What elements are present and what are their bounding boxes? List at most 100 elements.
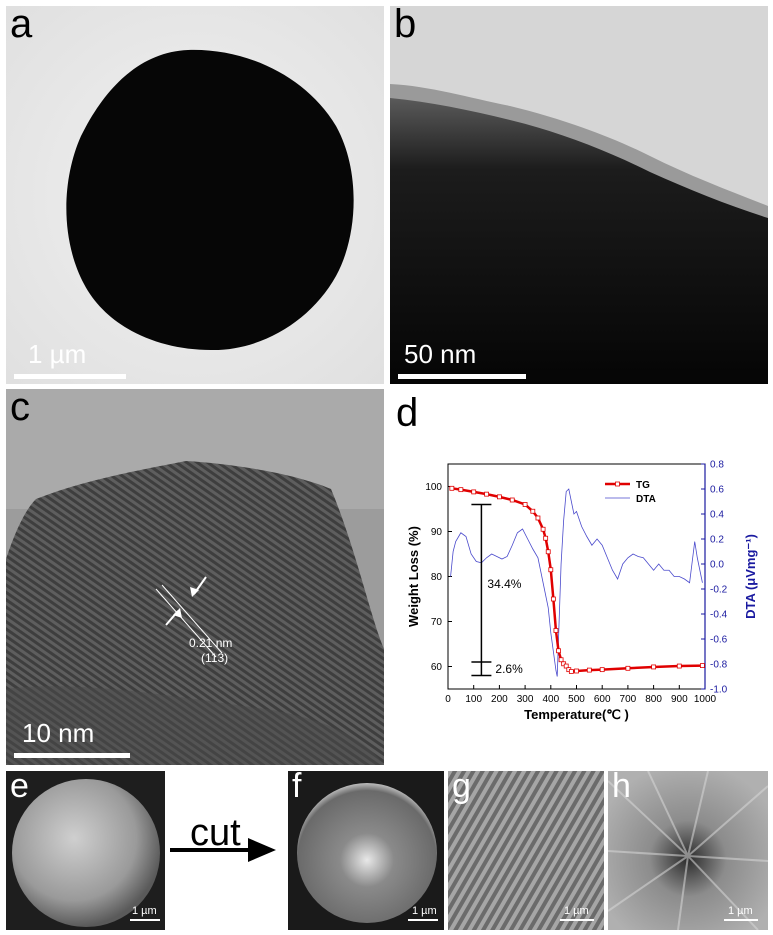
tg-dta-plot: 0 100 200 300 400 500 600 700 800 900 1000 60 70 80 90… — [406, 460, 758, 723]
dta-series-line — [450, 488, 703, 677]
y2-axis-label: DTA (μVmg⁻¹) — [743, 534, 758, 619]
sem-center-image — [608, 771, 768, 930]
panel-b-label: b — [394, 6, 417, 46]
y2-tick-label: 0.8 — [710, 460, 724, 471]
tg-point — [568, 669, 574, 674]
panel-h-sem-center: h 1 µm — [608, 771, 768, 930]
panel-c-label: c — [10, 389, 30, 429]
x-tick-label: 600 — [594, 694, 611, 705]
tg-point — [550, 596, 556, 602]
cut-arrow-icon — [170, 838, 276, 862]
tg-point — [543, 535, 549, 541]
y2-tick-label: -0.8 — [710, 660, 728, 671]
y-tick-label: 80 — [431, 572, 443, 583]
tg-point — [574, 668, 579, 674]
tg-point — [586, 667, 592, 673]
x-tick-label: 300 — [517, 694, 534, 705]
panel-h-scale-bar — [724, 919, 758, 921]
y2-tick-label: -0.6 — [710, 635, 728, 646]
sphere-tem-image — [6, 6, 384, 384]
tg-point — [509, 497, 515, 503]
tg-point — [558, 657, 564, 663]
x-tick-label: 900 — [671, 694, 688, 705]
panel-b-scale-label: 50 nm — [404, 339, 477, 369]
tg-point — [530, 508, 536, 514]
panel-e-label: e — [10, 771, 29, 805]
y2-tick-label: -0.4 — [710, 610, 728, 621]
tg-point — [471, 489, 477, 495]
panel-c-scale-label: 10 nm — [22, 718, 95, 748]
legend-tg-label: TG — [636, 480, 650, 491]
panel-g-scale-bar — [560, 919, 594, 921]
cut-label: cut — [190, 812, 241, 854]
x-tick-label: 500 — [568, 694, 585, 705]
tg-point — [545, 549, 551, 555]
y2-tick-label: 0.0 — [710, 560, 724, 571]
y-tick-label: 70 — [431, 617, 443, 628]
sem-cross-section-image — [288, 771, 444, 930]
panel-c-scale-bar — [14, 753, 130, 758]
x-tick-label: 100 — [465, 694, 482, 705]
panel-b-scale-bar — [398, 374, 526, 379]
tg-point — [449, 485, 455, 491]
tg-point — [556, 648, 561, 654]
tg-point — [522, 502, 528, 507]
x-tick-label: 0 — [445, 694, 451, 705]
tg-point — [548, 567, 554, 573]
tg-point — [651, 664, 657, 670]
lattice-spacing-label: 0.21 nm — [189, 636, 233, 650]
panel-a-tem-sphere: a 1 µm — [6, 6, 384, 384]
panel-f-scale-bar — [408, 919, 438, 921]
edge-tem-image — [390, 6, 768, 384]
y-tick-label: 60 — [431, 662, 443, 673]
x-tick-label: 200 — [491, 694, 508, 705]
x-axis-label: Temperature(℃ ) — [524, 707, 629, 722]
x-tick-label: 700 — [620, 694, 637, 705]
panel-g-scale-label: 1 µm — [564, 905, 589, 917]
y2-tick-label: -1.0 — [710, 685, 728, 696]
tg-point — [497, 494, 502, 500]
panel-c-hrtem: c 0.21 nm (113) 10 nm — [6, 389, 384, 765]
sem-rods-image — [448, 771, 604, 930]
tg-point — [676, 663, 682, 669]
hrtem-lattice-image — [6, 389, 384, 765]
panel-a-scale-bar — [14, 374, 126, 379]
panel-a-scale-label: 1 µm — [28, 339, 87, 369]
panel-h-scale-label: 1 µm — [728, 905, 753, 917]
tg-point — [540, 526, 546, 532]
y-tick-label: 100 — [425, 482, 442, 493]
panel-g-label: g — [452, 771, 471, 805]
x-tick-label: 800 — [645, 694, 662, 705]
annotation-34-4: 34.4% — [487, 577, 521, 591]
y-tick-label: 90 — [431, 527, 443, 538]
panel-d-label: d — [396, 391, 419, 435]
lattice-plane-label: (113) — [201, 651, 229, 665]
tg-point — [553, 628, 559, 633]
tg-point — [700, 663, 705, 669]
legend-dta-label: DTA — [636, 494, 656, 505]
panel-f-sem-cross-section: f 1 µm — [288, 771, 444, 930]
sem-sphere-image — [6, 771, 165, 930]
y2-tick-label: -0.2 — [710, 585, 728, 596]
tg-point — [484, 491, 489, 497]
y2-tick-label: 0.4 — [710, 510, 724, 521]
y-axis-label: Weight Loss (%) — [406, 526, 421, 627]
tg-point — [535, 515, 541, 521]
legend-tg-marker — [615, 481, 620, 487]
y2-tick-label: 0.6 — [710, 485, 724, 496]
tg-point — [625, 665, 631, 671]
tg-point — [563, 663, 569, 669]
panel-f-label: f — [292, 771, 302, 805]
tg-point — [458, 487, 464, 493]
panel-e-scale-label: 1 µm — [132, 905, 157, 917]
tg-series-line — [451, 487, 703, 673]
panel-f-scale-label: 1 µm — [412, 905, 437, 917]
panel-d-tg-dta-chart: d 0 100 200 300 400 500 600 700 800 900 1000 60 70 80… — [390, 389, 768, 765]
panel-e-scale-bar — [130, 919, 160, 921]
x-tick-label: 1000 — [694, 694, 717, 705]
panel-h-label: h — [612, 771, 631, 805]
panel-g-sem-rods: g 1 µm — [448, 771, 604, 930]
panel-b-tem-edge: b 50 nm — [390, 6, 768, 384]
y2-tick-label: 0.2 — [710, 535, 724, 546]
panel-e-sem-sphere: e 1 µm — [6, 771, 165, 930]
